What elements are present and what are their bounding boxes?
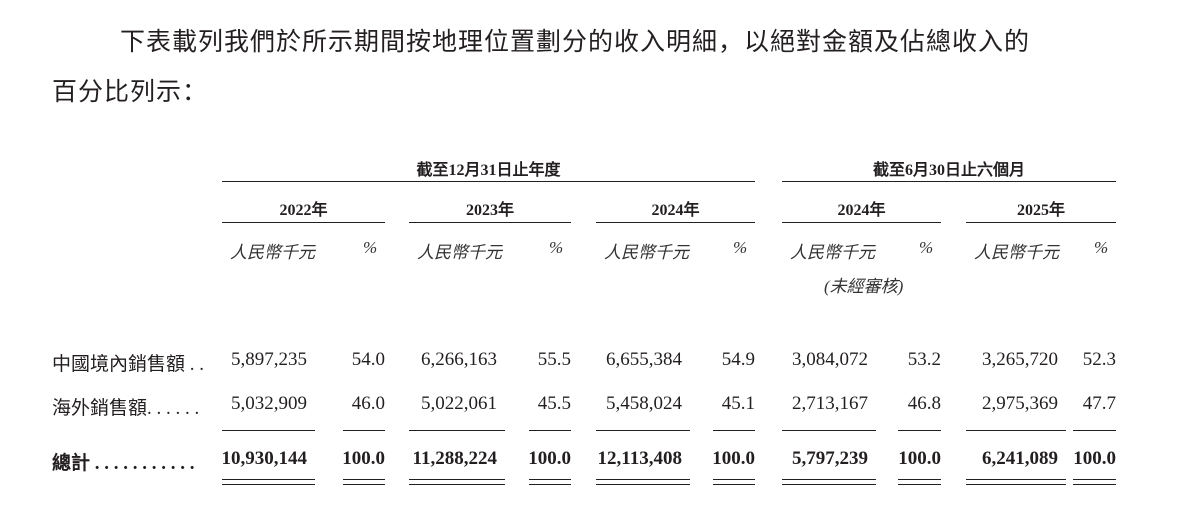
- subtotal-rule: [529, 430, 571, 431]
- amount-cell: 5,032,909: [231, 393, 307, 414]
- total-double-rule: [409, 484, 505, 485]
- year-header: 2023年: [465, 202, 514, 219]
- percent-cell: 54.9: [721, 349, 755, 370]
- amount-cell: 3,265,720: [982, 349, 1058, 370]
- group-header-six-months: 截至6月30日止六個月: [872, 162, 1025, 179]
- unaudited-note: (未經審核): [824, 277, 904, 296]
- percent-cell: 45.1: [721, 393, 755, 414]
- amount-cell: 6,266,163: [421, 349, 497, 370]
- year-header: 2024年: [837, 202, 886, 219]
- total-double-rule: [596, 484, 690, 485]
- total-double-rule: [782, 479, 876, 480]
- unit-amount: 人民幣千元: [230, 243, 315, 262]
- subtotal-rule: [966, 430, 1066, 431]
- year-rule: [782, 222, 941, 223]
- amount-cell: 3,084,072: [792, 349, 868, 370]
- total-double-rule: [343, 484, 385, 485]
- subtotal-rule: [782, 430, 876, 431]
- amount-cell: 6,655,384: [606, 349, 682, 370]
- intro-line-2: 百分比列示：: [52, 79, 209, 106]
- subtotal-rule: [596, 430, 690, 431]
- row-label: 海外銷售額. . . . . .: [52, 398, 200, 419]
- group-rule: [782, 181, 1116, 182]
- total-double-rule: [222, 484, 315, 485]
- total-double-rule: [966, 484, 1066, 485]
- percent-cell: 100.0: [342, 448, 385, 469]
- amount-cell: 10,930,144: [221, 448, 308, 469]
- intro-line-1: 下表載列我們於所示期間按地理位置劃分的收入明細，以絕對金額及佔總收入的: [120, 29, 1031, 56]
- total-double-rule: [596, 479, 690, 480]
- total-double-rule: [898, 484, 941, 485]
- total-double-rule: [713, 479, 755, 480]
- percent-cell: 100.0: [528, 448, 571, 469]
- year-rule: [222, 222, 385, 223]
- subtotal-rule: [409, 430, 505, 431]
- amount-cell: 5,897,235: [231, 349, 307, 370]
- year-header: 2025年: [1016, 202, 1065, 219]
- group-rule: [222, 181, 755, 182]
- subtotal-rule: [222, 430, 315, 431]
- total-double-rule: [782, 484, 876, 485]
- percent-cell: 52.3: [1082, 349, 1116, 370]
- unit-percent: %: [363, 238, 378, 257]
- total-double-rule: [529, 479, 571, 480]
- percent-cell: 45.5: [537, 393, 571, 414]
- total-double-rule: [222, 479, 315, 480]
- subtotal-rule: [343, 430, 385, 431]
- unit-amount: 人民幣千元: [974, 243, 1059, 262]
- amount-cell: 5,022,061: [421, 393, 497, 414]
- amount-cell: 6,241,089: [982, 448, 1058, 469]
- row-label: 總計 . . . . . . . . . . .: [52, 453, 195, 474]
- unit-percent: %: [1094, 238, 1109, 257]
- year-rule: [409, 222, 571, 223]
- unit-amount: 人民幣千元: [790, 243, 875, 262]
- total-double-rule: [1073, 484, 1116, 485]
- percent-cell: 100.0: [712, 448, 755, 469]
- amount-cell: 5,458,024: [606, 393, 682, 414]
- total-double-rule: [713, 484, 755, 485]
- percent-cell: 47.7: [1082, 393, 1116, 414]
- total-double-rule: [898, 479, 941, 480]
- total-double-rule: [409, 479, 505, 480]
- year-rule: [596, 222, 755, 223]
- amount-cell: 2,975,369: [982, 393, 1058, 414]
- year-header: 2024年: [651, 202, 700, 219]
- total-double-rule: [529, 484, 571, 485]
- subtotal-rule: [713, 430, 755, 431]
- amount-cell: 11,288,224: [412, 448, 497, 469]
- amount-cell: 12,113,408: [597, 448, 682, 469]
- subtotal-rule: [898, 430, 941, 431]
- amount-cell: 2,713,167: [792, 393, 868, 414]
- percent-cell: 54.0: [351, 349, 385, 370]
- year-header: 2022年: [279, 202, 328, 219]
- unit-amount: 人民幣千元: [417, 243, 502, 262]
- total-double-rule: [343, 479, 385, 480]
- total-double-rule: [966, 479, 1066, 480]
- year-rule: [966, 222, 1116, 223]
- amount-cell: 5,797,239: [792, 448, 868, 469]
- subtotal-rule: [1073, 430, 1116, 431]
- percent-cell: 100.0: [898, 448, 941, 469]
- unit-percent: %: [549, 238, 564, 257]
- unit-amount: 人民幣千元: [604, 243, 689, 262]
- percent-cell: 55.5: [537, 349, 571, 370]
- group-header-annual: 截至12月31日止年度: [416, 162, 561, 179]
- percent-cell: 100.0: [1073, 448, 1116, 469]
- percent-cell: 46.8: [907, 393, 941, 414]
- percent-cell: 53.2: [907, 349, 941, 370]
- unit-percent: %: [733, 238, 748, 257]
- percent-cell: 46.0: [351, 393, 385, 414]
- total-double-rule: [1073, 479, 1116, 480]
- row-label: 中國境內銷售額 . .: [52, 354, 205, 375]
- unit-percent: %: [919, 238, 934, 257]
